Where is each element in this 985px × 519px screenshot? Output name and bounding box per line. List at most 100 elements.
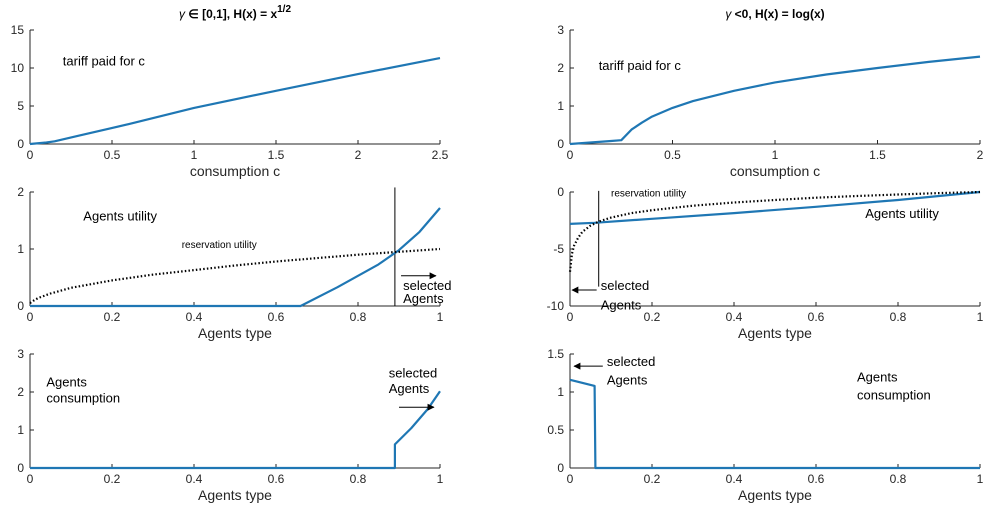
annotation-text: Agents <box>46 374 87 389</box>
chart-panel-6: 0 0.2 0.4 0.6 0.8 1 0 0.5 1 1.5 Agents type selecte… <box>547 347 983 503</box>
y-tick-label: 1 <box>17 242 24 256</box>
chart-title: γ <0, H(x) = log(x) <box>725 7 824 21</box>
y-tick-label: 0 <box>17 299 24 313</box>
annotation-text: reservation utility <box>611 189 686 200</box>
reservation-utility-line <box>568 190 981 272</box>
x-tick-label: 2 <box>355 148 362 162</box>
annotation-text: consumption <box>857 388 931 403</box>
y-tick-label: 2 <box>17 185 24 199</box>
x-tick-label: 0.8 <box>350 472 367 486</box>
series-line <box>569 55 981 146</box>
y-tick-label: 2 <box>557 61 564 75</box>
y-tick-label: 1.5 <box>547 347 564 361</box>
chart-panel-5: 0 0.2 0.4 0.6 0.8 1 0 1 2 3 Agents type Agents consu… <box>17 347 443 503</box>
title-superscript: 1/2 <box>277 4 291 15</box>
reservation-utility-line <box>29 247 441 305</box>
series-line <box>30 207 441 308</box>
title-gamma-symbol: γ <box>725 7 732 21</box>
y-tick-label: 0 <box>17 137 24 151</box>
title-gamma-symbol: γ <box>179 7 186 21</box>
annotation-text: Agents <box>607 372 648 387</box>
x-axis-label: consumption c <box>190 163 280 179</box>
annotation-text: selected <box>607 354 655 369</box>
y-tick-label: 1 <box>557 385 564 399</box>
x-axis-label: Agents type <box>198 325 272 341</box>
x-axis-label: Agents type <box>738 325 812 341</box>
annotation-text: selected <box>403 278 451 293</box>
chart-panel-4: 0 0.2 0.4 0.6 0.8 1 -10 -5 0 Agents type Agents ut… <box>547 185 984 341</box>
y-tick-label: 3 <box>17 347 24 361</box>
annotation-text: consumption <box>46 391 120 406</box>
x-tick-label: 0 <box>567 148 574 162</box>
x-tick-label: 1 <box>437 472 444 486</box>
x-tick-label: 0.4 <box>186 310 203 324</box>
series-line <box>29 57 441 146</box>
x-tick-label: 0.2 <box>644 310 661 324</box>
x-tick-label: 0.8 <box>350 310 367 324</box>
annotation-text: Agents <box>857 369 898 384</box>
y-tick-label: -10 <box>547 299 565 313</box>
x-tick-label: 2.5 <box>432 148 449 162</box>
y-tick-label: 0 <box>557 137 564 151</box>
x-tick-label: 0.6 <box>808 472 825 486</box>
chart-panel-1: 0 0.5 1 1.5 2 2.5 0 5 10 15 consumption c γ ∈ [0,1]… <box>11 4 449 179</box>
y-tick-label: 0.5 <box>547 423 564 437</box>
y-tick-label: 1 <box>557 99 564 113</box>
x-tick-label: 0.8 <box>890 310 907 324</box>
y-tick-label: 3 <box>557 23 564 37</box>
x-tick-label: 1 <box>977 310 984 324</box>
y-tick-label: 15 <box>11 23 25 37</box>
y-tick-label: 1 <box>17 423 24 437</box>
x-tick-label: 0.2 <box>644 472 661 486</box>
x-tick-label: 0.6 <box>808 310 825 324</box>
x-tick-label: 1 <box>977 472 984 486</box>
annotation-text: Agents <box>389 381 430 396</box>
chart-panel-3: 0 0.2 0.4 0.6 0.8 1 0 1 2 Agents type Agents utili… <box>17 185 451 341</box>
x-tick-label: 0.5 <box>104 148 121 162</box>
x-tick-label: 0.8 <box>890 472 907 486</box>
y-tick-label: -5 <box>553 242 564 256</box>
x-tick-label: 0.6 <box>268 310 285 324</box>
x-tick-label: 0 <box>27 472 34 486</box>
annotation-text: selected <box>601 278 649 293</box>
series-line <box>569 190 981 225</box>
x-tick-label: 0.4 <box>726 472 743 486</box>
x-tick-label: 0.4 <box>186 472 203 486</box>
y-tick-label: 0 <box>557 461 564 475</box>
chart-title: γ ∈ [0,1], H(x) = x1/2 <box>179 4 291 21</box>
x-tick-label: 1 <box>191 148 198 162</box>
annotation-text: selected <box>389 366 437 381</box>
y-tick-label: 2 <box>17 385 24 399</box>
title-text: <0, H(x) = log(x) <box>731 7 824 21</box>
x-tick-label: 0 <box>27 148 34 162</box>
y-tick-label: 5 <box>17 99 24 113</box>
x-tick-label: 0.6 <box>268 472 285 486</box>
annotation-text: Agents utility <box>83 209 157 224</box>
x-axis-label: Agents type <box>198 487 272 503</box>
x-tick-label: 0 <box>27 310 34 324</box>
annotation-text: Agents utility <box>865 206 939 221</box>
x-tick-label: 0 <box>567 472 574 486</box>
chart-panel-2: 0 0.5 1 1.5 2 0 1 2 3 consumption c γ <0, H(x) = l… <box>557 7 983 179</box>
x-tick-label: 0.5 <box>664 148 681 162</box>
annotation-text: Agents <box>601 297 642 312</box>
x-tick-label: 0.2 <box>104 472 121 486</box>
y-tick-label: 10 <box>11 61 25 75</box>
x-tick-label: 0 <box>567 310 574 324</box>
x-tick-label: 2 <box>977 148 984 162</box>
y-tick-label: 0 <box>557 185 564 199</box>
annotation-text: reservation utility <box>182 240 257 251</box>
title-text: ∈ [0,1], H(x) = x <box>185 7 277 21</box>
x-tick-label: 1.5 <box>869 148 886 162</box>
x-axis-label: Agents type <box>738 487 812 503</box>
annotation-text: tariff paid for c <box>63 54 146 69</box>
y-tick-label: 0 <box>17 461 24 475</box>
x-tick-label: 1.5 <box>268 148 285 162</box>
x-tick-label: 0.2 <box>104 310 121 324</box>
annotation-text: tariff paid for c <box>599 58 682 73</box>
x-tick-label: 1 <box>437 310 444 324</box>
x-tick-label: 1 <box>772 148 779 162</box>
x-axis-label: consumption c <box>730 163 820 179</box>
annotation-text: Agents <box>403 291 444 306</box>
